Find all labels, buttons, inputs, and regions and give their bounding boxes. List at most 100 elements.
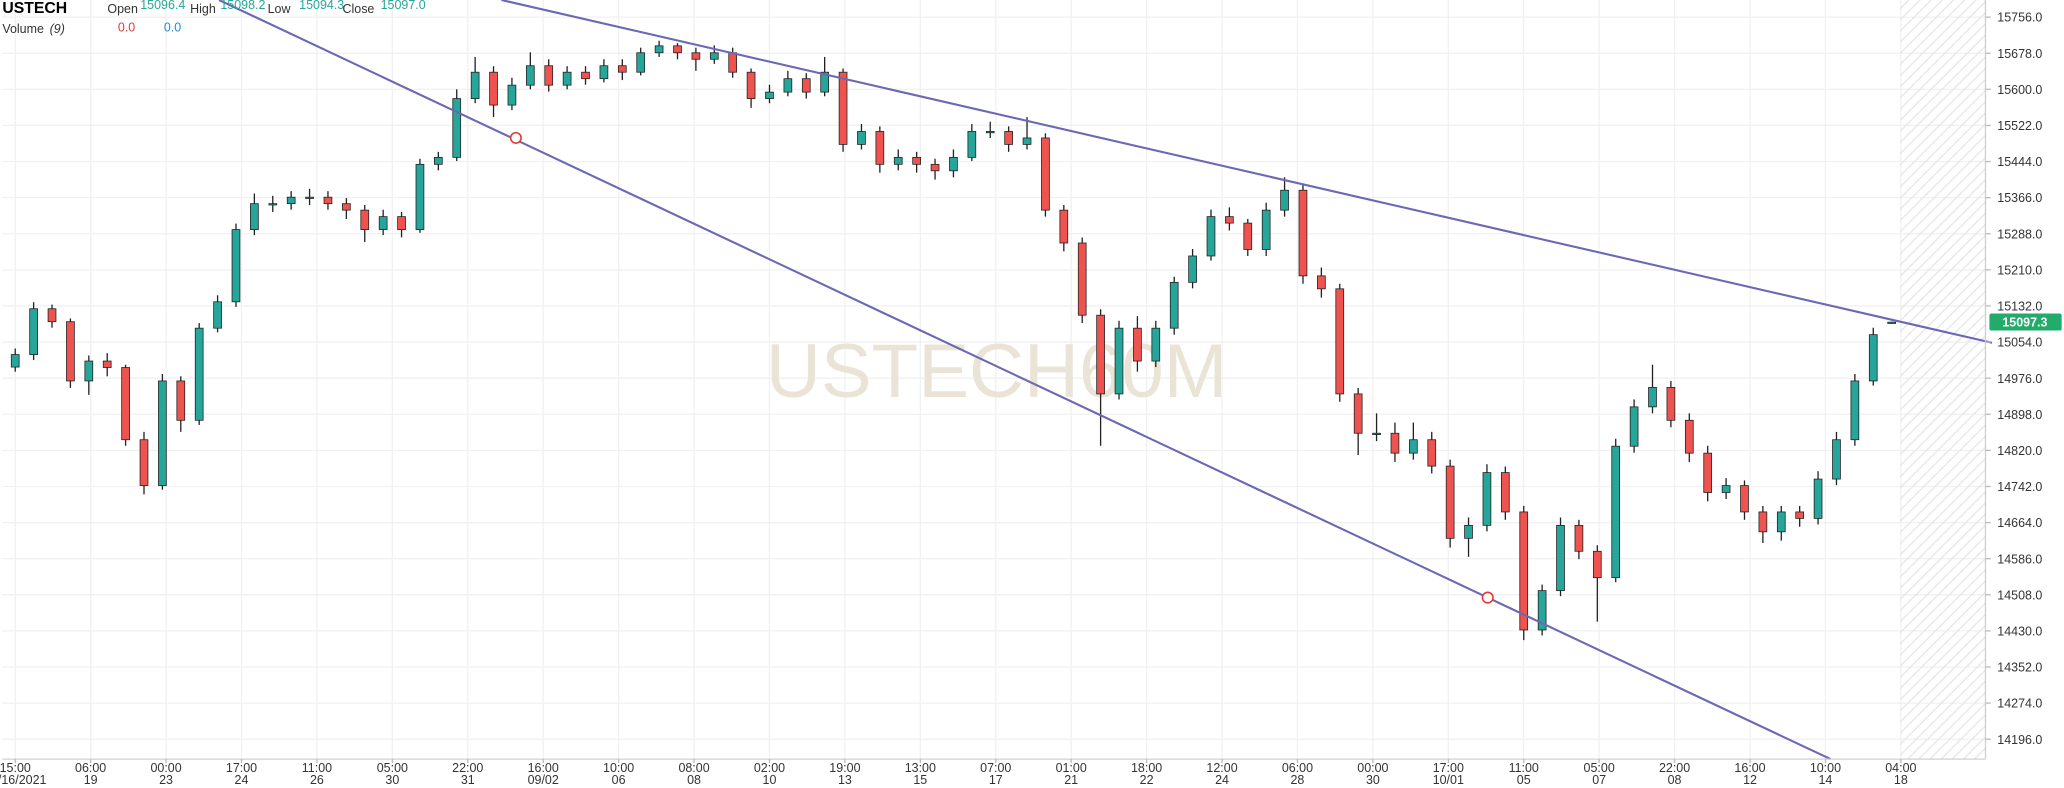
- candle-body: [10, 354, 20, 368]
- x-tick-sublabel: 17: [989, 773, 1003, 787]
- candle-body: [654, 45, 664, 54]
- candle-body: [1574, 524, 1584, 552]
- x-tick-label: 06:00: [1282, 761, 1313, 775]
- x-tick-sublabel: 08: [1668, 773, 1682, 787]
- x-tick-label: 00:00: [150, 761, 181, 775]
- candle-body: [1041, 137, 1050, 211]
- candle-body: [1537, 590, 1547, 631]
- grid: [2, 0, 1986, 760]
- candle-body: [765, 91, 774, 99]
- candle-body: [158, 380, 167, 486]
- candle-body: [1059, 209, 1069, 244]
- y-tick-label: 14508.0: [1997, 588, 2042, 602]
- candle-body: [1592, 550, 1602, 579]
- candle-body: [562, 71, 572, 86]
- y-tick-label: 15444.0: [1997, 155, 2042, 169]
- candle-body: [378, 216, 388, 230]
- candle-body: [1151, 327, 1161, 362]
- candle-body: [1004, 131, 1013, 145]
- candle-body: [84, 360, 94, 382]
- candle-body: [728, 52, 738, 73]
- y-tick-label: 15678.0: [1997, 47, 2042, 61]
- y-tick-label: 15054.0: [1997, 336, 2042, 350]
- candle-body: [415, 163, 425, 230]
- y-tick-label: 14196.0: [1997, 733, 2042, 747]
- candle-body: [1813, 478, 1823, 519]
- candle-body: [875, 131, 885, 165]
- x-tick-sublabel: 18: [1894, 773, 1908, 787]
- candle-body: [1077, 242, 1087, 316]
- x-tick-label: 17:00: [1433, 761, 1464, 775]
- x-tick-label: 22:00: [1659, 761, 1690, 775]
- candle-body: [397, 216, 406, 230]
- candle-body: [102, 360, 112, 368]
- candle-body: [1611, 445, 1621, 579]
- candle-body: [801, 78, 811, 93]
- x-tick-label: 19:00: [829, 761, 860, 775]
- legend-value: 15094.3: [299, 0, 344, 12]
- candle-body: [1133, 327, 1142, 362]
- x-tick-label: 13:00: [905, 761, 936, 775]
- x-tick-label: 18:00: [1131, 761, 1162, 775]
- candle-body: [176, 380, 186, 421]
- candle-body: [1850, 380, 1860, 441]
- legend-value: 15097.0: [381, 0, 426, 12]
- candle-body: [1335, 288, 1345, 395]
- candle-body: [29, 308, 38, 355]
- x-tick-sublabel: 08/16/2021: [0, 773, 46, 787]
- x-tick-sublabel: 07: [1592, 773, 1606, 787]
- candle-body: [617, 65, 627, 73]
- x-tick-label: 00:00: [1357, 761, 1388, 775]
- anchor-point[interactable]: [1481, 591, 1494, 604]
- candle-body: [1464, 524, 1473, 539]
- candle-body: [139, 439, 149, 486]
- candle-body: [66, 321, 75, 382]
- watermark: USTECH60M: [766, 329, 1227, 414]
- x-tick-label: 11:00: [1509, 761, 1539, 775]
- x-tick-sublabel: 10/01: [1433, 773, 1464, 787]
- candle-body: [286, 196, 296, 205]
- candle-body: [1445, 465, 1455, 539]
- candle-body: [949, 156, 958, 172]
- candle-body: [709, 52, 719, 60]
- x-tick-sublabel: 21: [1064, 773, 1078, 787]
- x-tick-sublabel: 23: [159, 773, 173, 787]
- x-tick-label: 05:00: [377, 761, 408, 775]
- candle-body: [1169, 281, 1179, 329]
- candle-body: [1776, 511, 1786, 533]
- candle-body: [1022, 137, 1032, 145]
- candle-body: [1629, 406, 1639, 447]
- volume-period: (9): [50, 22, 65, 36]
- candle-body: [1648, 387, 1657, 408]
- candle-body: [305, 196, 314, 199]
- candle-body: [746, 71, 756, 99]
- x-tick-label: 04:00: [1885, 761, 1916, 775]
- candle-body: [1188, 255, 1197, 283]
- y-tick-label: 14898.0: [1997, 408, 2042, 422]
- candle-body: [194, 327, 204, 421]
- candle-body: [893, 156, 903, 165]
- x-tick-label: 15:00: [0, 761, 31, 775]
- legend: USTECH Open 15096.4 High 15098.2 Low 150…: [2, 0, 425, 36]
- x-tick-label: 08:00: [678, 761, 709, 775]
- x-tick-sublabel: 19: [84, 773, 98, 787]
- candle-body: [47, 308, 57, 323]
- x-tick-label: 10:00: [603, 761, 634, 775]
- x-tick-label: 22:00: [452, 761, 483, 775]
- candle-body: [1243, 222, 1253, 250]
- x-tick-label: 06:00: [75, 761, 106, 775]
- x-tick-label: 12:00: [1206, 761, 1237, 775]
- candle-body: [1832, 439, 1841, 480]
- candle-body: [1261, 209, 1271, 250]
- candle-body: [838, 71, 848, 145]
- candle-body: [1372, 432, 1381, 435]
- candle-body: [1353, 393, 1363, 434]
- candle-body: [360, 209, 370, 230]
- candle-body: [1298, 189, 1308, 277]
- candle-body: [912, 156, 921, 165]
- x-tick-sublabel: 30: [1366, 773, 1380, 787]
- candle-body: [930, 163, 940, 172]
- x-tick-sublabel: 31: [461, 773, 475, 787]
- anchor-point[interactable]: [509, 131, 522, 144]
